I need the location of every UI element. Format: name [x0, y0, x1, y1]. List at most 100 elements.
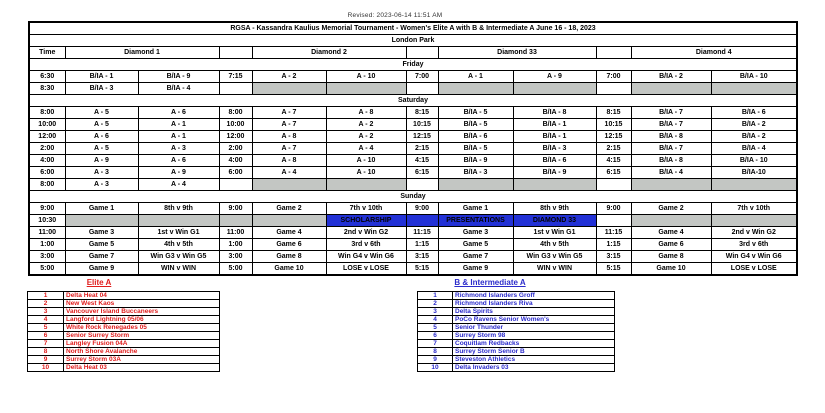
time-cell: 11:15 [595, 226, 632, 239]
blocked-cell [137, 214, 220, 227]
matchup-cell: Game 8 [630, 250, 712, 263]
matchup-cell: A - 2 [325, 118, 407, 131]
matchup-cell: Game 4 [251, 226, 327, 239]
matchup-cell: B/IA - 3 [437, 166, 514, 179]
team-name: Delta Heat 04 [63, 291, 220, 300]
team-list-row: 6 Surrey Storm 98 [417, 331, 615, 340]
time-cell: 6:15 [405, 166, 439, 179]
matchup-cell: A - 1 [137, 130, 220, 143]
empty-cell [595, 214, 632, 227]
matchup-cell: 7th v 10th [710, 202, 798, 215]
matchup-cell: A - 3 [137, 142, 220, 155]
venue-row: London Park [28, 34, 798, 47]
time-cell: 1:00 [28, 238, 66, 251]
time-cell: 6:00 [218, 166, 253, 179]
matchup-cell: LOSE v LOSE [325, 262, 407, 276]
time-cell: 8:00 [218, 106, 253, 119]
revised-timestamp: Revised: 2023-06-14 11:51 AM [347, 12, 443, 19]
team-number: 4 [27, 315, 64, 324]
matchup-cell: A - 5 [64, 142, 139, 155]
matchup-cell: B/IA - 4 [137, 82, 220, 95]
venue-name: London Park [28, 34, 798, 47]
team-number: 5 [417, 323, 453, 332]
column-header-row: Time Diamond 1 Diamond 2 Diamond 33 Diam… [28, 46, 798, 59]
matchup-cell: B/IA - 2 [710, 130, 798, 143]
schedule-row: 5:00 Game 9 WIN v WIN 5:00 Game 10 LOSE v LOS… [28, 262, 798, 276]
team-number: 9 [27, 355, 64, 364]
matchup-cell: B/IA - 3 [512, 142, 597, 155]
time-cell: 2:15 [595, 142, 632, 155]
team-number: 2 [27, 299, 64, 308]
blocked-cell [630, 178, 712, 191]
blocked-cell [251, 82, 327, 95]
team-name: Surrey Storm 03A [63, 355, 220, 364]
schedule-row: 8:30 B/IA - 3 B/IA - 4 [28, 82, 798, 95]
tournament-schedule-table: RGSA - Kassandra Kaulius Memorial Tourna… [28, 21, 798, 276]
time-cell: 11:15 [405, 226, 439, 239]
matchup-cell: B/IA - 6 [710, 106, 798, 119]
blocked-cell [251, 178, 327, 191]
matchup-cell: 8th v 9th [512, 202, 597, 215]
time-cell: 1:00 [218, 238, 253, 251]
time-cell: 9:00 [28, 202, 66, 215]
day-header-row: Friday [28, 58, 798, 71]
matchup-cell: A - 2 [251, 70, 327, 83]
blocked-cell [325, 82, 407, 95]
matchup-cell: B/IA - 6 [437, 130, 514, 143]
schedule-row: 9:00 Game 1 8th v 9th 9:00 Game 2 7th v 10th 9… [28, 202, 798, 215]
diamond-1-header: Diamond 1 [64, 46, 220, 59]
team-number: 5 [27, 323, 64, 332]
matchup-cell: 4th v 5th [512, 238, 597, 251]
schedule-row: 10:30 SCHOLARSHIP PRESENTATIONS DIAMOND 33 [28, 214, 798, 227]
team-list-row: 2 Richmond Islanders Riva [417, 299, 615, 308]
matchup-cell: B/IA - 8 [630, 154, 712, 167]
time-cell: 6:00 [28, 166, 66, 179]
matchup-cell: A - 5 [64, 118, 139, 131]
team-number: 9 [417, 355, 453, 364]
matchup-cell: WIN v WIN [512, 262, 597, 276]
time-cell: 10:00 [28, 118, 66, 131]
team-number: 7 [27, 339, 64, 348]
team-name: Richmond Islanders Groff [452, 291, 615, 300]
team-list-row: 9 Steveston Athletics [417, 355, 615, 364]
time-cell: 7:00 [405, 70, 439, 83]
blocked-cell [64, 214, 139, 227]
matchup-cell: 2nd v Win G2 [325, 226, 407, 239]
team-list-row: 1 Richmond Islanders Groff [417, 291, 615, 300]
matchup-cell: 2nd v Win G2 [710, 226, 798, 239]
matchup-cell: Game 5 [64, 238, 139, 251]
time-cell: 6:30 [28, 70, 66, 83]
matchup-cell: B/IA - 10 [710, 70, 798, 83]
matchup-cell: B/IA - 6 [512, 154, 597, 167]
matchup-cell: Win G4 v Win G6 [710, 250, 798, 263]
matchup-cell: Win G3 v Win G5 [137, 250, 220, 263]
matchup-cell: Game 3 [64, 226, 139, 239]
matchup-cell: Game 10 [630, 262, 712, 276]
time-cell: 5:00 [218, 262, 253, 276]
matchup-cell: LOSE v LOSE [710, 262, 798, 276]
matchup-cell: A - 10 [325, 154, 407, 167]
team-list-row: 5 White Rock Renegades 05 [27, 323, 220, 332]
matchup-cell: B/IA - 1 [64, 70, 139, 83]
blocked-cell [710, 82, 798, 95]
time-cell: 10:15 [405, 118, 439, 131]
matchup-cell: 1st v Win G1 [512, 226, 597, 239]
blocked-cell [630, 82, 712, 95]
time-cell: 8:30 [28, 82, 66, 95]
time-cell: 12:00 [218, 130, 253, 143]
team-name: Langford Lightning 05/06 [63, 315, 220, 324]
time-cell: 5:00 [28, 262, 66, 276]
team-list-row: 7 Langley Fusion 04A [27, 339, 220, 348]
matchup-cell: B/IA - 2 [630, 70, 712, 83]
team-name: Richmond Islanders Riva [452, 299, 615, 308]
time-cell: 4:00 [218, 154, 253, 167]
event-banner-cell: SCHOLARSHIP [325, 214, 407, 227]
matchup-cell: A - 5 [64, 106, 139, 119]
matchup-cell: A - 1 [437, 70, 514, 83]
time-cell: 5:15 [595, 262, 632, 276]
matchup-cell: B/IA - 5 [437, 118, 514, 131]
time-cell: 1:15 [595, 238, 632, 251]
